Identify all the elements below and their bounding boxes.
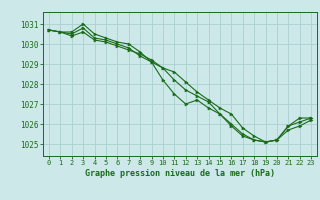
X-axis label: Graphe pression niveau de la mer (hPa): Graphe pression niveau de la mer (hPa) [85, 169, 275, 178]
